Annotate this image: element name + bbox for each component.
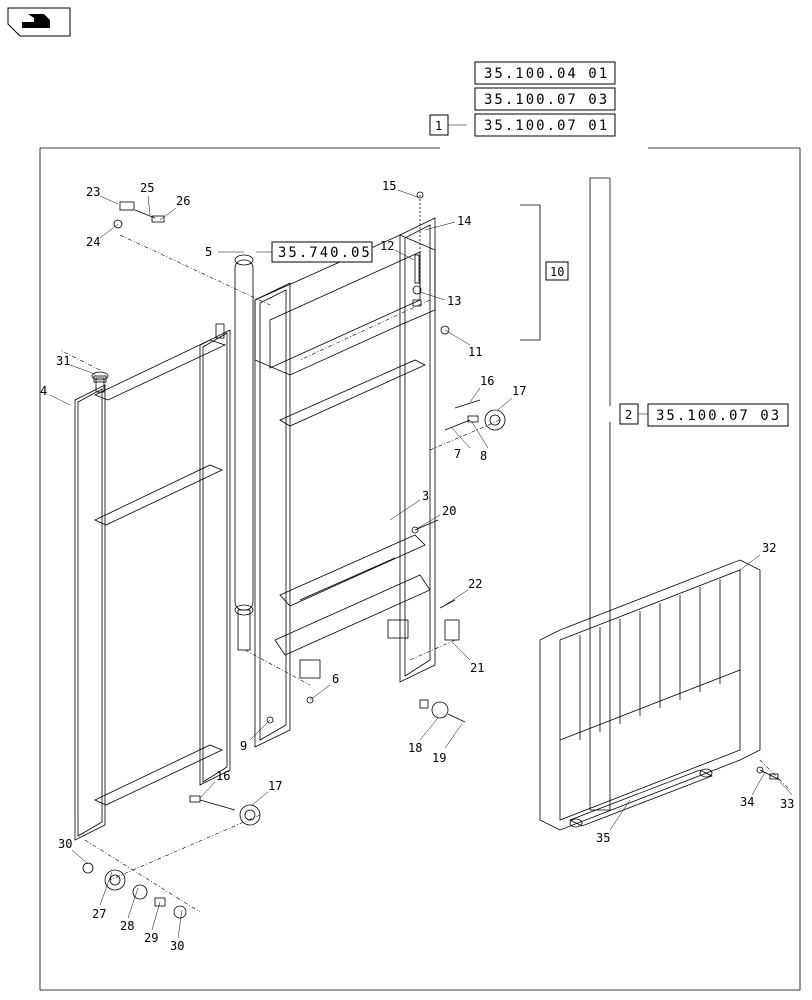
- svg-text:2: 2: [625, 408, 632, 422]
- svg-text:19: 19: [432, 751, 446, 765]
- svg-text:25: 25: [140, 181, 154, 195]
- svg-text:27: 27: [92, 907, 106, 921]
- svg-text:22: 22: [468, 577, 482, 591]
- svg-text:30: 30: [58, 837, 72, 851]
- svg-text:33: 33: [780, 797, 794, 811]
- svg-text:26: 26: [176, 194, 190, 208]
- svg-text:13: 13: [447, 294, 461, 308]
- svg-text:18: 18: [408, 741, 422, 755]
- svg-text:34: 34: [740, 795, 754, 809]
- leaders: 3 4 6 7 8 9 10 11 12 13 14 15 16 17 16 1…: [40, 179, 794, 953]
- svg-text:35.100.07 03: 35.100.07 03: [656, 408, 781, 424]
- ref-5: 5 35.740.05: [205, 242, 372, 262]
- svg-text:21: 21: [470, 661, 484, 675]
- svg-text:4: 4: [40, 384, 47, 398]
- svg-text:6: 6: [332, 672, 339, 686]
- svg-text:1: 1: [435, 119, 442, 133]
- chain-assembly: [413, 192, 540, 340]
- svg-text:3: 3: [422, 489, 429, 503]
- outer-mast: [75, 324, 230, 840]
- svg-text:29: 29: [144, 931, 158, 945]
- svg-text:23: 23: [86, 185, 100, 199]
- centerlines: [60, 235, 790, 912]
- svg-text:35: 35: [596, 831, 610, 845]
- top-ref-1: 35.100.07 03: [484, 92, 609, 108]
- backrest-fasteners: [757, 767, 780, 780]
- svg-text:16: 16: [216, 769, 230, 783]
- svg-text:30: 30: [170, 939, 184, 953]
- svg-text:17: 17: [268, 779, 282, 793]
- svg-text:7: 7: [454, 447, 461, 461]
- svg-text:10: 10: [550, 265, 564, 279]
- svg-text:11: 11: [468, 345, 482, 359]
- cylinder: [235, 255, 253, 650]
- return-icon: [8, 8, 70, 36]
- tube-35: [570, 769, 712, 827]
- svg-text:12: 12: [380, 239, 394, 253]
- svg-text:20: 20: [442, 504, 456, 518]
- svg-text:5: 5: [205, 245, 212, 259]
- svg-text:17: 17: [512, 384, 526, 398]
- svg-text:16: 16: [480, 374, 494, 388]
- svg-text:14: 14: [457, 214, 471, 228]
- svg-text:28: 28: [120, 919, 134, 933]
- svg-text:32: 32: [762, 541, 776, 555]
- top-ref-2: 35.100.07 01: [484, 118, 609, 134]
- svg-text:9: 9: [240, 739, 247, 753]
- exploded-view-diagram: 35.100.04 01 35.100.07 03 35.100.07 01 1…: [0, 0, 812, 1000]
- svg-text:31: 31: [56, 354, 70, 368]
- top-ref-0: 35.100.04 01: [484, 66, 609, 82]
- inner-mast: [255, 218, 435, 747]
- callout-1: 1: [430, 115, 467, 135]
- svg-text:35.740.05: 35.740.05: [278, 245, 372, 261]
- svg-text:15: 15: [382, 179, 396, 193]
- svg-text:8: 8: [480, 449, 487, 463]
- svg-text:24: 24: [86, 235, 100, 249]
- top-ref-boxes: 35.100.04 01 35.100.07 03 35.100.07 01: [475, 62, 615, 136]
- ref-2: 2 35.100.07 03: [620, 404, 788, 426]
